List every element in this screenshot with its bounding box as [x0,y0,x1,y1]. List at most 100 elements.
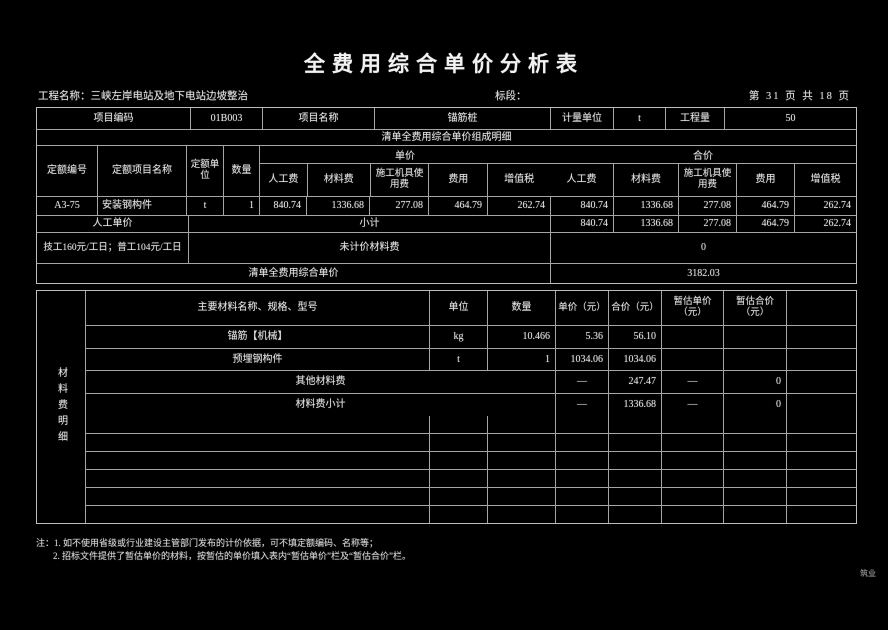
subtotal-est-unit-price: — [661,394,723,416]
mat-col-est-unit-price: 暂估单价（元） [661,291,723,325]
material-subtotal-label: 材料费小计 [295,399,346,411]
materials-header-row: 主要材料名称、规格、型号 单位 数量 单价（元） 合价（元） 暂估单价（元） 暂… [86,291,856,325]
empty-material-row [86,487,856,505]
summary-price-label: 清单全费用综合单价 [248,267,339,279]
unit-price-group: 单价 人工费 材料费 施工机具使用费 费用 增值税 [259,146,550,196]
tp-vat: 262.74 [794,197,856,215]
materials-empty-rows [86,416,856,523]
item-name-value: 锚筋桩 [374,108,550,129]
unpriced-material-value: 0 [550,233,856,263]
col-material: 材料费 [306,164,370,196]
col-qty: 数量 [223,146,259,196]
up-fee: 464.79 [428,197,487,215]
up-material: 1336.68 [306,197,369,215]
col-quota-unit: 定额单位 [186,146,223,196]
mat-blank [786,326,856,348]
mat-unit: t [429,349,487,370]
project-name-label: 工程名称：三峡左岸电站及地下电站边坡整治 [38,91,248,102]
col-machine: 施工机具使用费 [369,164,429,196]
quota-no: A3-75 [54,200,80,212]
mat-col-name: 主要材料名称、规格、型号 [197,302,318,314]
materials-table: 材料费明细 主要材料名称、规格、型号 单位 数量 单价（元） 合价（元） 暂估单… [36,290,857,524]
mat-total-price: 56.10 [608,326,661,348]
footnote-line-1: 注：1. 如不使用省级或行业建设主管部门发布的计价依据，可不填定额编码、名称等； [36,538,379,548]
mat-name: 锚筋【机械】 [227,331,288,343]
up-vat: 262.74 [487,197,550,215]
up-labor: 840.74 [259,197,306,215]
subtotal-label: 小计 [188,216,550,232]
total-price-group-label: 合价 [550,146,856,164]
mat-total-price: 1034.06 [608,349,661,370]
other-material-label: 其他材料费 [295,376,346,388]
corner-mark: 筑业 [860,569,876,578]
mat-unit-price: 5.36 [555,326,608,348]
quantity-label: 工程量 [665,108,724,129]
col-fee-total: 费用 [736,164,794,196]
other-est-total-price: 0 [723,371,786,393]
footnote-line-2: 2. 招标文件提供了暂估单价的材料，按暂估的单价填入表内“暂估单价”栏及“暂估合… [53,551,411,562]
measure-unit-value: t [613,108,665,129]
empty-material-row [86,469,856,487]
mat-col-total-price: 合价（元） [608,291,661,325]
quota-unit: t [186,197,223,215]
summary-table: 项目编码 01B003 项目名称 锚筋桩 计量单位 t 工程量 50 清单全费用… [36,107,857,284]
other-material-row: 其他材料费 — 247.47 — 0 [86,370,856,393]
project-code-label: 项目编码 [93,112,134,124]
banner-row: 清单全费用综合单价组成明细 [37,129,856,145]
st-labor: 840.74 [550,216,613,232]
detail-header-row: 定额编号 定额项目名称 定额单位 数量 单价 人工费 材料费 施工机具使用费 费… [37,145,856,196]
footnotes: 注：1. 如不使用省级或行业建设主管部门发布的计价依据，可不填定额编码、名称等；… [36,537,411,563]
col-machine-total: 施工机具使用费 [678,164,736,196]
labor-rate-label: 技工160元/工日；普工104元/工日 [43,242,182,253]
material-subtotal-row: 材料费小计 — 1336.68 — 0 [86,393,856,416]
mat-unit: kg [429,326,487,348]
item-name-label: 项目名称 [262,108,374,129]
materials-side-label: 材料费明细 [37,291,86,523]
material-row: 预埋钢构件 t 1 1034.06 1034.06 [86,348,856,370]
labor-rate-row: 技工160元/工日；普工104元/工日 未计价材料费 0 [37,232,856,263]
mat-est-unit-price [661,349,723,370]
tp-fee: 464.79 [736,197,794,215]
quota-data-row: A3-75 安装钢构件 t 1 840.74 1336.68 277.08 46… [37,196,856,215]
mat-est-total-price [723,326,786,348]
project-code-value: 01B003 [190,108,262,129]
mat-qty: 1 [487,349,555,370]
summary-price-row: 清单全费用综合单价 3182.03 [37,263,856,283]
col-fee: 费用 [428,164,487,196]
info-row: 项目编码 01B003 项目名称 锚筋桩 计量单位 t 工程量 50 [37,108,856,129]
quantity-value: 50 [724,108,856,129]
tp-material: 1336.68 [613,197,678,215]
empty-material-row [86,505,856,523]
page-title: 全费用综合单价分析表 [304,52,584,76]
mat-est-unit-price [661,326,723,348]
mat-blank [786,349,856,370]
st-machine: 277.08 [678,216,736,232]
total-price-group: 合价 人工费 材料费 施工机具使用费 费用 增值税 [550,146,856,196]
other-blank [786,371,856,393]
quota-qty: 1 [223,197,259,215]
section-label: 标段： [495,91,527,102]
col-labor-total: 人工费 [566,174,597,186]
mat-col-unit-price: 单价（元） [555,291,608,325]
col-quota-no: 定额编号 [47,165,87,177]
measure-unit-label: 计量单位 [550,108,613,129]
col-labor: 人工费 [268,174,299,186]
col-quota-name: 定额项目名称 [97,146,186,196]
other-est-unit-price: — [661,371,723,393]
material-row: 锚筋【机械】 kg 10.466 5.36 56.10 [86,325,856,348]
subtotal-blank [786,394,856,416]
other-unit-price: — [555,371,608,393]
tp-machine: 277.08 [678,197,736,215]
mat-col-blank [786,291,856,325]
subtotal-total-price: 1336.68 [608,394,661,416]
mat-unit-price: 1034.06 [555,349,608,370]
subtotal-unit-price: — [555,394,608,416]
tp-labor: 840.74 [550,197,613,215]
col-vat: 增值税 [487,164,550,196]
empty-material-row [86,416,856,433]
up-machine: 277.08 [369,197,428,215]
col-vat-total: 增值税 [794,164,856,196]
unit-price-group-label: 单价 [260,146,550,164]
mat-col-qty: 数量 [487,291,555,325]
